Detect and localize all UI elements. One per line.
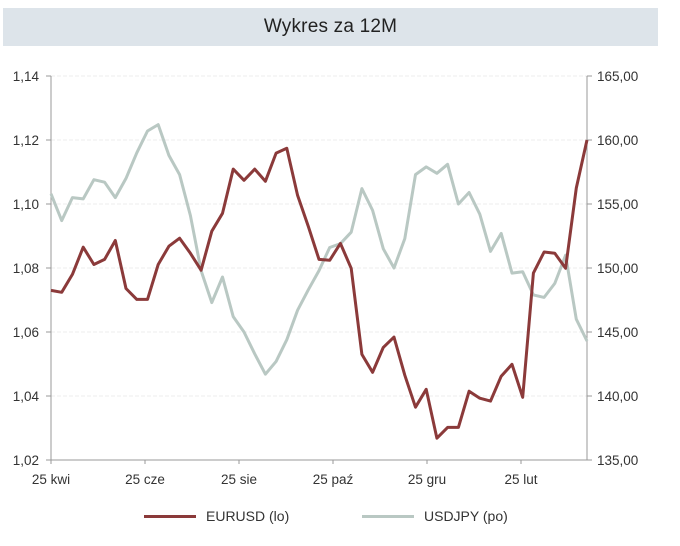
eurusd-line [50,139,589,440]
y-right-tick-label: 135,00 [597,453,638,468]
x-tick-label: 25 paź [313,472,354,487]
y-left-tick-label: 1,08 [13,261,39,276]
y-left-tick-label: 1,14 [13,69,40,84]
chart-title-bar: Wykres za 12M [3,8,658,46]
axes: 1,14 165,00 1,12 160,00 1,10 155,00 1,08 150,00… [13,69,639,487]
series-lines [49,123,589,440]
legend-label-usdjpy: USDJPY (po) [424,508,508,524]
x-tick-label: 25 lut [504,472,537,487]
y-right-tick-label: 160,00 [597,133,638,148]
y-right-tick-label: 140,00 [597,389,638,404]
y-right-tick-label: 165,00 [597,69,638,84]
usdjpy-line [49,123,589,376]
y-left-tick-label: 1,10 [13,197,39,212]
legend-item-usdjpy: USDJPY (po) [362,508,508,524]
y-left-tick-label: 1,06 [13,325,39,340]
y-right-tick-label: 155,00 [597,197,638,212]
x-tick-label: 25 kwi [32,472,70,487]
line-chart: 1,14 165,00 1,12 160,00 1,10 155,00 1,08 150,00… [13,69,639,487]
y-left-tick-label: 1,12 [13,133,39,148]
legend: EURUSD (lo) USDJPY (po) [0,508,680,530]
y-right-tick-label: 145,00 [597,325,638,340]
y-left-tick-label: 1,04 [13,389,40,404]
y-left-tick-label: 1,02 [13,453,39,468]
gridlines [51,75,587,397]
legend-label-eurusd: EURUSD (lo) [206,508,290,524]
legend-item-eurusd: EURUSD (lo) [144,508,289,524]
legend-swatch-eurusd [144,514,196,518]
chart-title: Wykres za 12M [263,16,398,37]
x-tick-label: 25 gru [408,472,446,487]
y-right-tick-label: 150,00 [597,261,638,276]
x-tick-label: 25 cze [125,472,165,487]
x-tick-label: 25 sie [221,472,257,487]
legend-swatch-usdjpy [362,514,414,518]
